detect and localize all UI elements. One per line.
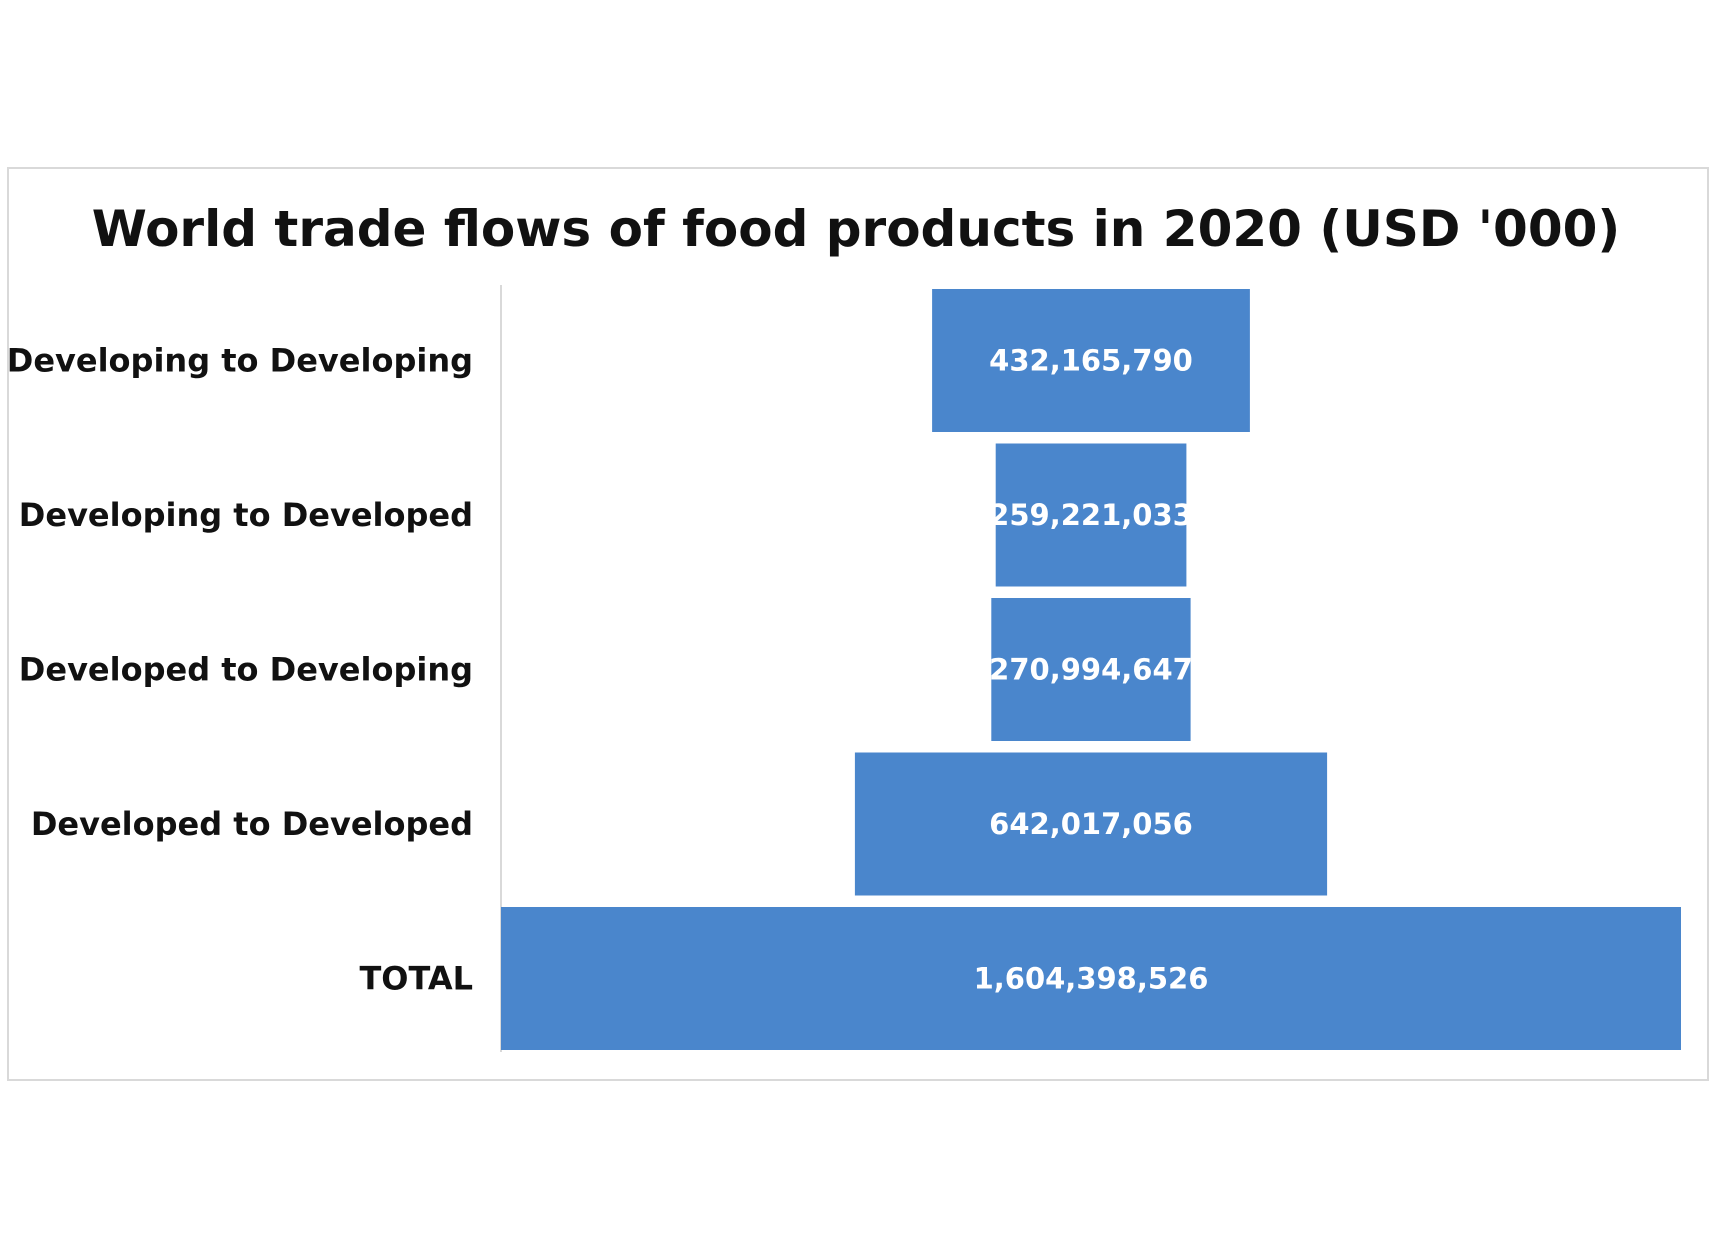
funnel-bar — [995, 443, 1187, 587]
value-labels: 432,165,790 259,221,033 270,994,647 642,017… — [974, 344, 1209, 996]
funnel-bar — [854, 752, 1328, 896]
value-label: 642,017,056 — [989, 807, 1193, 841]
category-label: Developed to Developing — [19, 651, 473, 689]
funnel-bar — [501, 907, 1681, 1050]
value-label: 1,604,398,526 — [974, 962, 1209, 996]
category-label: Developing to Developing — [7, 342, 473, 380]
value-label: 259,221,033 — [989, 498, 1193, 532]
value-label: 432,165,790 — [989, 344, 1193, 378]
funnel-bar — [991, 598, 1191, 741]
bar-group — [501, 289, 1681, 1050]
chart-title: World trade flows of food products in 20… — [92, 200, 1621, 258]
funnel-bar — [932, 289, 1250, 432]
category-label: Developed to Developed — [31, 805, 473, 843]
value-label: 270,994,647 — [989, 653, 1193, 687]
category-label: TOTAL — [359, 960, 473, 998]
category-labels: Developing to Developing Developing to De… — [7, 342, 473, 998]
category-label: Developing to Developed — [19, 496, 473, 534]
